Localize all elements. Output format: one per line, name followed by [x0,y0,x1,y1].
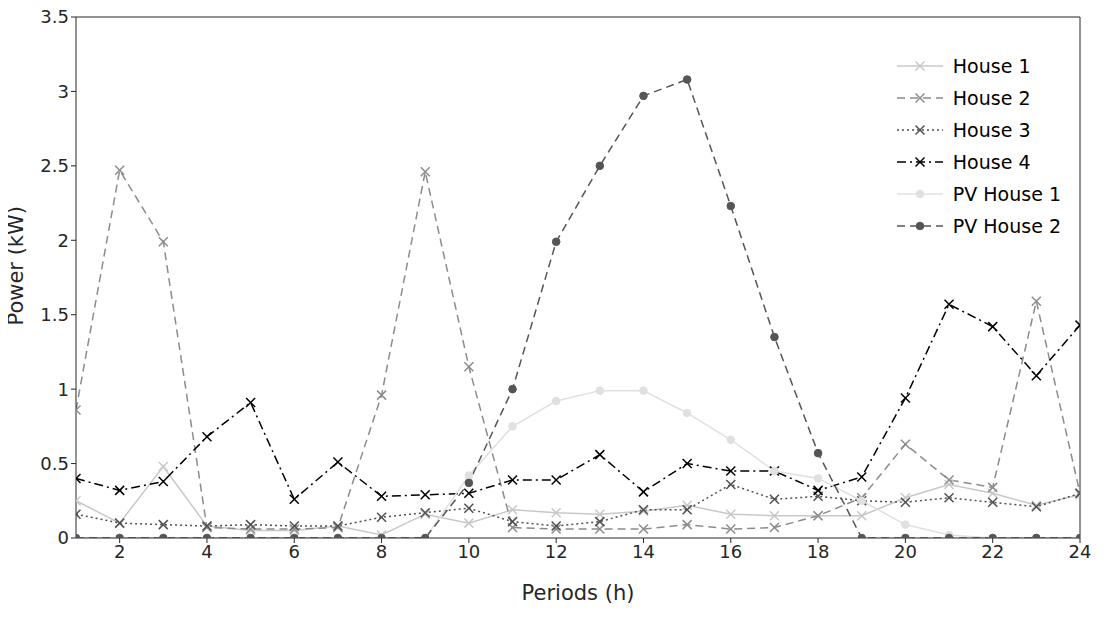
svg-text:2: 2 [114,541,125,562]
svg-text:1.5: 1.5 [40,304,69,325]
svg-text:10: 10 [457,541,480,562]
svg-text:3.5: 3.5 [40,8,69,27]
svg-text:20: 20 [894,541,917,562]
svg-text:4: 4 [201,541,212,562]
svg-text:3: 3 [58,81,69,102]
svg-text:0: 0 [58,527,69,548]
svg-text:Periods (h): Periods (h) [522,581,635,605]
svg-text:6: 6 [289,541,300,562]
svg-text:Power (kW): Power (kW) [8,206,28,325]
svg-text:2.5: 2.5 [40,155,69,176]
svg-text:2: 2 [58,230,69,251]
html-text:PV House 2: PV House 2 [952,215,1061,237]
svg-text:8: 8 [376,541,387,562]
svg-text:0.5: 0.5 [40,453,69,474]
html-text:House 4: House 4 [952,151,1031,173]
html-text:House 1: House 1 [952,55,1031,77]
svg-text:16: 16 [719,541,742,562]
svg-text:12: 12 [545,541,568,562]
svg-text:18: 18 [807,541,830,562]
html-text:House 2: House 2 [952,87,1031,109]
html-text:PV House 1: PV House 1 [952,183,1061,205]
svg-text:22: 22 [981,541,1004,562]
html-text:House 3: House 3 [952,119,1031,141]
svg-text:14: 14 [632,541,655,562]
svg-text:1: 1 [58,379,69,400]
svg-text:24: 24 [1069,541,1092,562]
